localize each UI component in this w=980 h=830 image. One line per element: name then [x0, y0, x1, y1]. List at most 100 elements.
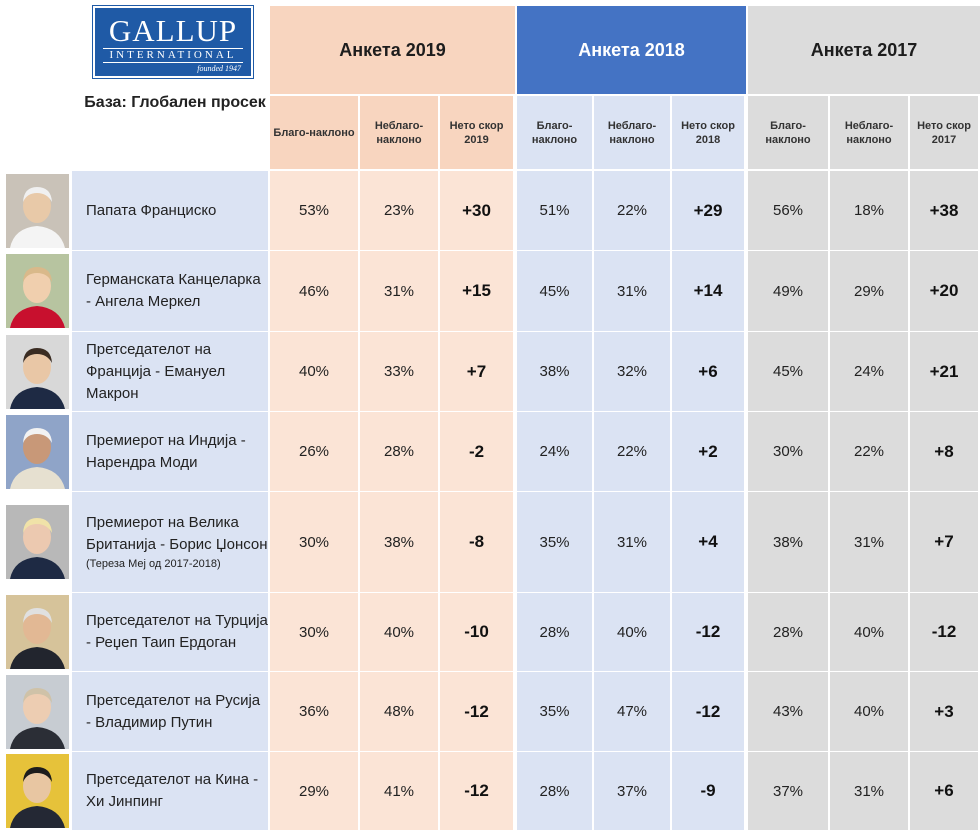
- value-net-2019: +7: [440, 332, 515, 411]
- value-unfav-2018: 32%: [594, 332, 672, 411]
- value-unfav-2019: 31%: [360, 251, 440, 331]
- leader-name: Претседателот на Русија - Владимир Путин: [86, 691, 261, 731]
- value-fav-2017: 45%: [748, 332, 830, 411]
- row-name-cell: Претседателот на Русија - Владимир Путин: [72, 672, 268, 751]
- leader-name: Премиерот на Велика Британија - Борис Џо…: [86, 514, 268, 553]
- value-fav-2017: 38%: [748, 492, 830, 592]
- value-fav-2017: 49%: [748, 251, 830, 331]
- value-net-2017: +8: [910, 412, 980, 491]
- value-unfav-2019: 38%: [360, 492, 440, 592]
- value-unfav-2018: 22%: [594, 412, 672, 491]
- angela-merkel-photo: [6, 254, 69, 328]
- value-unfav-2017: 40%: [830, 672, 910, 751]
- year-header-2017: Анкета 2017: [748, 6, 980, 94]
- value-unfav-2018: 47%: [594, 672, 672, 751]
- value-net-2019: +15: [440, 251, 515, 331]
- subheader-fav-2017: Благо-наклоно: [748, 96, 830, 169]
- subheader-net-2018: Нето скор 2018: [672, 96, 746, 169]
- value-net-2018: -12: [672, 672, 746, 751]
- value-unfav-2019: 28%: [360, 412, 440, 491]
- value-fav-2018: 51%: [517, 171, 594, 250]
- value-net-2017: +21: [910, 332, 980, 411]
- value-fav-2018: 38%: [517, 332, 594, 411]
- value-net-2017: +3: [910, 672, 980, 751]
- row-name-cell: Претседателот на Франција - Емануел Макр…: [72, 332, 268, 411]
- gallup-logo: GALLUP INTERNATIONAL founded 1947: [92, 5, 254, 79]
- vladimir-putin-photo: [6, 675, 69, 749]
- value-fav-2019: 46%: [270, 251, 360, 331]
- value-net-2018: +14: [672, 251, 746, 331]
- row-name-cell: Премиерот на Индија - Нарендра Моди: [72, 412, 268, 491]
- value-unfav-2017: 31%: [830, 752, 910, 830]
- value-unfav-2019: 33%: [360, 332, 440, 411]
- value-net-2018: +6: [672, 332, 746, 411]
- subheader-fav-2019: Благо-наклоно: [270, 96, 360, 169]
- leader-name: Папата Франциско: [86, 201, 217, 219]
- narendra-modi-photo: [6, 415, 69, 489]
- base-label: База: Глобален просек: [84, 94, 266, 111]
- value-net-2017: +20: [910, 251, 980, 331]
- value-net-2017: +7: [910, 492, 980, 592]
- value-fav-2017: 30%: [748, 412, 830, 491]
- row-name-cell: Папата Франциско: [72, 171, 268, 250]
- value-net-2019: -12: [440, 672, 515, 751]
- recep-erdogan-photo: [6, 595, 69, 669]
- value-unfav-2019: 40%: [360, 593, 440, 671]
- value-unfav-2017: 22%: [830, 412, 910, 491]
- value-unfav-2018: 40%: [594, 593, 672, 671]
- value-unfav-2019: 41%: [360, 752, 440, 830]
- subheader-fav-2018: Благо-наклоно: [517, 96, 594, 169]
- value-fav-2018: 35%: [517, 492, 594, 592]
- pope-francis-photo: [6, 174, 69, 248]
- value-net-2018: -12: [672, 593, 746, 671]
- value-fav-2019: 30%: [270, 492, 360, 592]
- subheader-unfav-2017: Неблаго-наклоно: [830, 96, 910, 169]
- value-fav-2018: 24%: [517, 412, 594, 491]
- logo-name: GALLUP: [108, 13, 238, 48]
- value-fav-2019: 40%: [270, 332, 360, 411]
- value-net-2019: -10: [440, 593, 515, 671]
- value-unfav-2017: 31%: [830, 492, 910, 592]
- row-name-cell: Премиерот на Велика Британија - Борис Џо…: [72, 492, 268, 592]
- value-unfav-2017: 40%: [830, 593, 910, 671]
- value-net-2018: +2: [672, 412, 746, 491]
- logo-founded: founded 1947: [197, 64, 241, 73]
- leader-name: Премиерот на Индија - Нарендра Моди: [86, 431, 246, 471]
- value-fav-2018: 45%: [517, 251, 594, 331]
- value-fav-2018: 35%: [517, 672, 594, 751]
- value-fav-2019: 26%: [270, 412, 360, 491]
- value-fav-2019: 36%: [270, 672, 360, 751]
- leader-name: Германската Канцеларка - Ангела Меркел: [86, 271, 261, 310]
- year-header-2018: Анкета 2018: [517, 6, 746, 94]
- value-unfav-2017: 29%: [830, 251, 910, 331]
- value-net-2019: -2: [440, 412, 515, 491]
- row-name-cell: Претседателот на Турција - Реџеп Таип Ер…: [72, 593, 268, 671]
- logo-sub: INTERNATIONAL: [103, 48, 243, 63]
- subheader-unfav-2019: Неблаго-наклоно: [360, 96, 440, 169]
- row-name-cell: Претседателот на Кина - Хи Јинпинг: [72, 752, 268, 830]
- value-fav-2017: 37%: [748, 752, 830, 830]
- value-unfav-2019: 48%: [360, 672, 440, 751]
- leader-name: Претседателот на Кина - Хи Јинпинг: [86, 771, 259, 810]
- emmanuel-macron-photo: [6, 335, 69, 409]
- value-unfav-2018: 37%: [594, 752, 672, 830]
- value-unfav-2018: 22%: [594, 171, 672, 250]
- value-fav-2017: 28%: [748, 593, 830, 671]
- value-net-2019: -12: [440, 752, 515, 830]
- value-net-2017: -12: [910, 593, 980, 671]
- subheader-net-2019: Нето скор 2019: [440, 96, 515, 169]
- value-unfav-2018: 31%: [594, 251, 672, 331]
- leader-name: Претседателот на Франција - Емануел Макр…: [86, 340, 226, 402]
- value-net-2018: -9: [672, 752, 746, 830]
- value-unfav-2019: 23%: [360, 171, 440, 250]
- subheader-unfav-2018: Неблаго-наклоно: [594, 96, 672, 169]
- value-fav-2019: 29%: [270, 752, 360, 830]
- value-fav-2019: 53%: [270, 171, 360, 250]
- value-unfav-2017: 24%: [830, 332, 910, 411]
- value-fav-2017: 56%: [748, 171, 830, 250]
- value-net-2018: +29: [672, 171, 746, 250]
- value-fav-2019: 30%: [270, 593, 360, 671]
- value-net-2019: +30: [440, 171, 515, 250]
- value-fav-2018: 28%: [517, 752, 594, 830]
- value-net-2018: +4: [672, 492, 746, 592]
